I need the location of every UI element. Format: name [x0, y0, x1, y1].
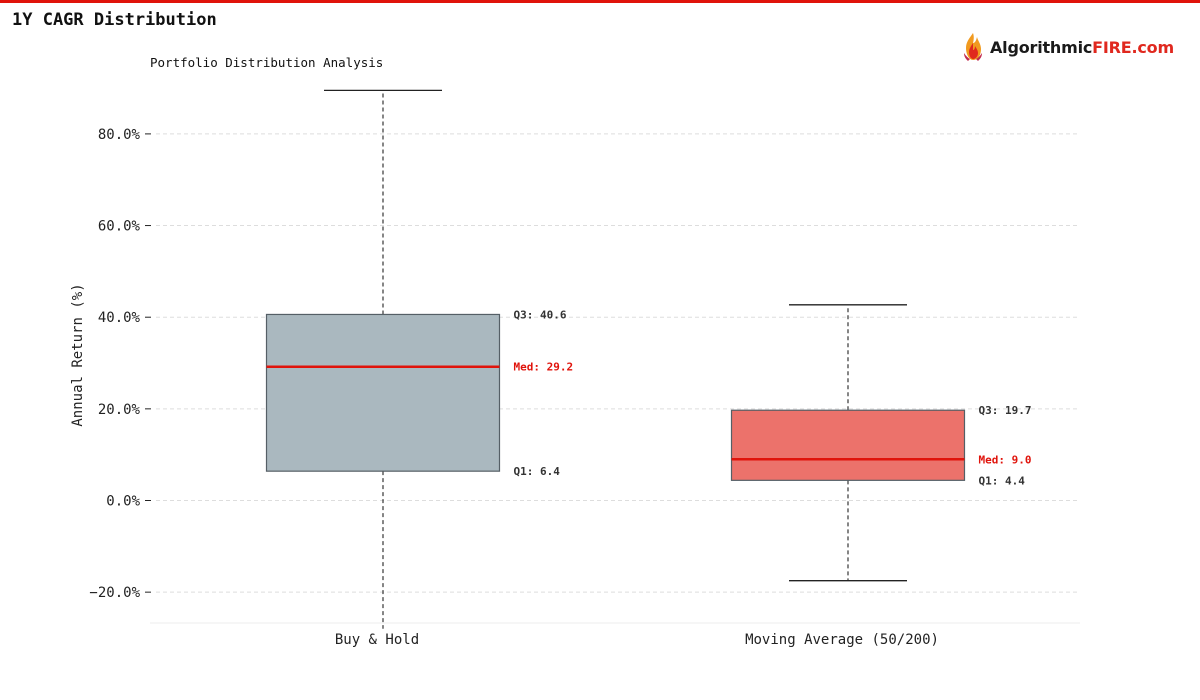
- y-tick-label: 60.0%: [98, 219, 141, 235]
- brand-logo: AlgorithmicFIRE.com: [960, 30, 1174, 64]
- logo-text-accent: FIRE.com: [1092, 37, 1174, 57]
- q3-label: Q3: 40.6: [514, 308, 567, 321]
- y-tick-label: −20.0%: [89, 585, 140, 601]
- page-title: 1Y CAGR Distribution: [12, 10, 217, 30]
- y-tick-label: 20.0%: [98, 402, 141, 418]
- logo-text: AlgorithmicFIRE.com: [990, 38, 1174, 57]
- median-label: Med: 29.2: [514, 361, 574, 374]
- y-tick-label: 0.0%: [106, 494, 140, 510]
- q3-label: Q3: 19.7: [979, 404, 1032, 417]
- y-tick-label: 40.0%: [98, 310, 141, 326]
- box-group-buy-and-hold: [265, 89, 501, 629]
- iqr-box: [265, 313, 501, 472]
- box-group-moving-average: [730, 304, 966, 582]
- top-accent-bar: [0, 0, 1200, 3]
- y-tick-label: 80.0%: [98, 127, 141, 143]
- q1-label: Q1: 6.4: [514, 465, 561, 478]
- x-tick-label: Moving Average (50/200): [745, 632, 939, 648]
- median-label: Med: 9.0: [979, 453, 1032, 466]
- chart-subtitle: Portfolio Distribution Analysis: [150, 55, 383, 70]
- logo-text-primary: Algorithmic: [990, 37, 1093, 57]
- q1-label: Q1: 4.4: [979, 474, 1026, 487]
- iqr-box: [730, 409, 966, 481]
- y-axis-label: Annual Return (%): [70, 283, 86, 426]
- x-tick-label: Buy & Hold: [335, 632, 419, 648]
- fire-icon: [964, 33, 982, 61]
